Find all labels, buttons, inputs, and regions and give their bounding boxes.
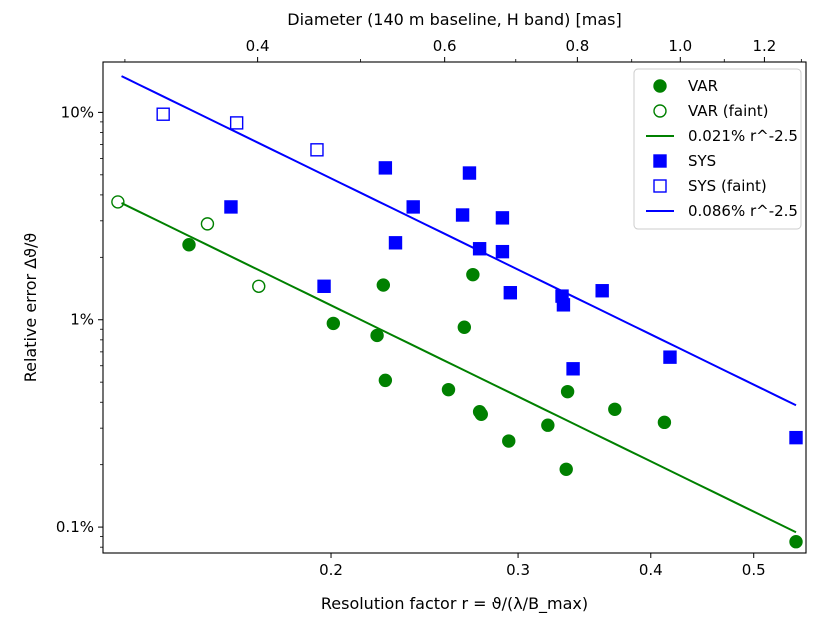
data-point (317, 279, 331, 293)
data-point (156, 107, 170, 121)
data-point (200, 217, 215, 231)
axes: 0.2 0.3 0.4 0.5 0.4 0.6 0.8 1.0 1.2 0.1% 1% 10% Reso… (21, 10, 802, 614)
data-point (559, 462, 573, 476)
y-axis-title: Relative error Δϑ/ϑ (21, 233, 40, 383)
legend-marker (653, 79, 667, 93)
plot-area-frame (102, 61, 807, 554)
legend-marker (653, 179, 667, 193)
data-point (406, 200, 420, 214)
legend-box (633, 68, 802, 230)
legend-label: SYS (688, 152, 716, 170)
legend-entry: VAR (653, 77, 718, 95)
legend-label: SYS (faint) (688, 177, 767, 195)
legend: VAR VAR (faint) 0.021% r^-2.5 SYS SYS (faint… (633, 68, 802, 230)
data-point (474, 407, 488, 421)
top-x-tick-label: 1.2 (752, 37, 776, 55)
data-point (657, 415, 672, 430)
data-point (608, 402, 622, 416)
x-tick-label: 0.4 (639, 561, 663, 579)
top-x-tick-label: 0.4 (246, 37, 270, 55)
series-4 (156, 107, 324, 157)
data-point (789, 430, 803, 445)
top-x-axis-title: Diameter (140 m baseline, H band) [mas] (287, 10, 621, 29)
data-point (111, 195, 125, 209)
top-x-tick-label: 0.6 (433, 37, 457, 55)
data-point (326, 316, 341, 331)
legend-label: 0.021% r^-2.5 (688, 127, 798, 145)
data-point (566, 362, 580, 376)
x-tick-label: 0.5 (742, 561, 766, 579)
data-point (595, 284, 609, 298)
data-point (252, 279, 266, 293)
series-2 (121, 202, 797, 534)
data-point (457, 320, 472, 334)
y-tick-label: 10% (61, 103, 94, 121)
plot-marks (111, 75, 803, 549)
data-point (229, 116, 244, 130)
legend-entry: SYS (faint) (653, 177, 767, 195)
data-point (378, 373, 393, 388)
fit-line (121, 75, 797, 407)
data-point (441, 382, 456, 397)
data-point (556, 298, 571, 312)
x-tick-label: 0.3 (506, 561, 530, 579)
y-tick-label: 0.1% (56, 518, 94, 536)
data-point (541, 418, 555, 432)
legend-entry: VAR (faint) (653, 102, 769, 120)
data-point (495, 211, 510, 225)
series-0 (182, 238, 803, 549)
y-tick-label: 1% (70, 311, 94, 329)
data-point (224, 200, 238, 214)
data-point (560, 384, 575, 399)
data-point (663, 350, 677, 364)
legend-marker (653, 104, 667, 118)
legend-entry: SYS (653, 152, 716, 170)
data-point (370, 328, 384, 343)
top-x-tick-label: 0.8 (565, 37, 589, 55)
legend-marker (653, 154, 667, 168)
data-point (503, 286, 518, 300)
top-x-tick-label: 1.0 (668, 37, 692, 55)
data-point (455, 208, 470, 222)
legend-entry: 0.086% r^-2.5 (646, 202, 798, 220)
series-5 (121, 75, 797, 407)
data-point (462, 166, 477, 180)
data-point (495, 244, 510, 259)
x-axis-title: Resolution factor r = ϑ/(λ/B_max) (321, 594, 588, 614)
series-1 (111, 195, 266, 293)
data-point (378, 161, 393, 175)
data-point (466, 267, 480, 282)
legend-entry: 0.021% r^-2.5 (646, 127, 798, 145)
data-point (310, 143, 324, 157)
legend-label: 0.086% r^-2.5 (688, 202, 798, 220)
data-point (502, 434, 516, 448)
data-point (388, 236, 403, 250)
data-point (789, 535, 803, 549)
data-point (376, 278, 391, 292)
fit-line (121, 202, 797, 534)
legend-label: VAR (688, 77, 718, 95)
legend-label: VAR (faint) (688, 102, 769, 120)
data-point (182, 238, 196, 252)
x-tick-label: 0.2 (319, 561, 343, 579)
